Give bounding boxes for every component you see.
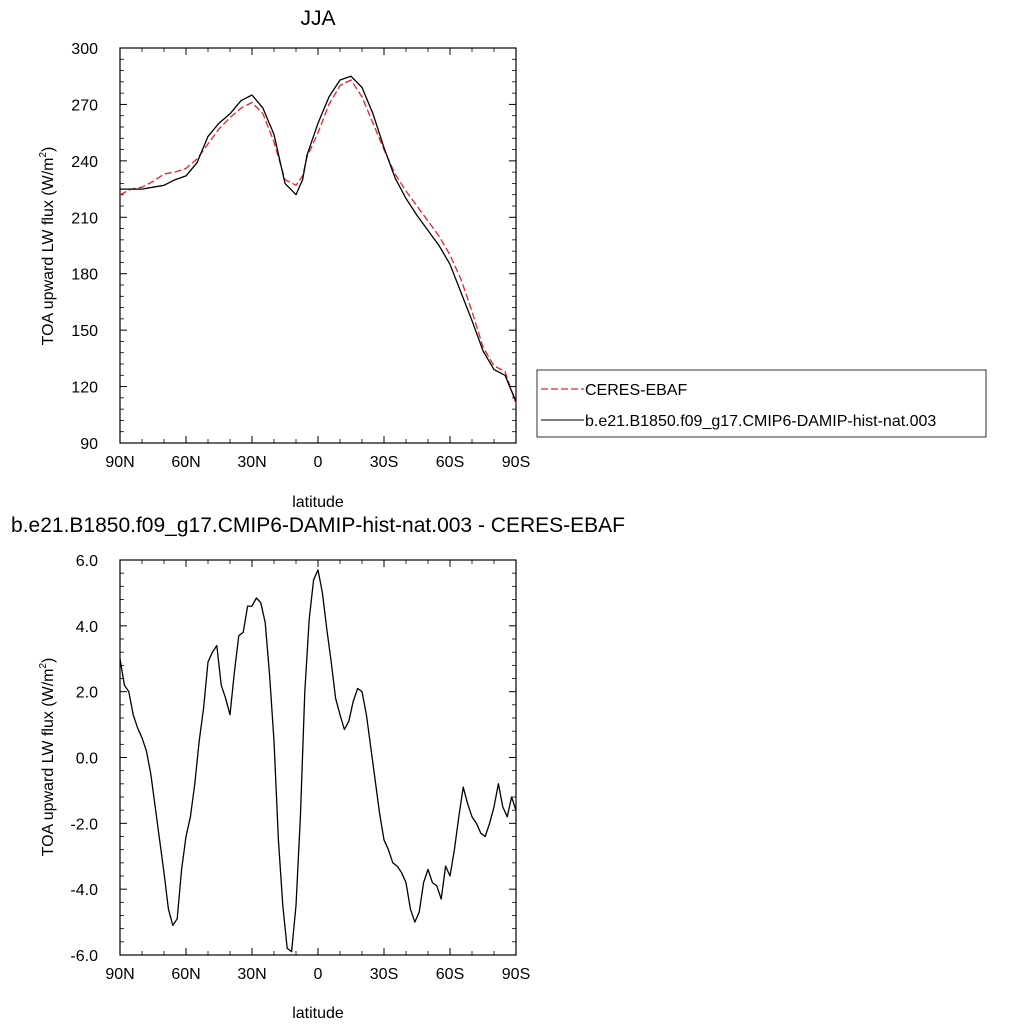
bottom-y-tick-label: -6.0 [70, 948, 98, 965]
bottom-chart-y-axis-label: TOA upward LW flux (W/m2) [38, 658, 57, 857]
top-series-line-0 [119, 79, 517, 404]
bottom-y-tick-label: 4.0 [76, 619, 98, 636]
bottom-chart-title: b.e21.B1850.f09_g17.CMIP6-DAMIP-hist-nat… [11, 514, 625, 537]
bottom-x-tick-label: 90S [502, 966, 530, 983]
top-x-tick-label: 60N [171, 454, 200, 471]
legend-entry-model: b.e21.B1850.f09_g17.CMIP6-DAMIP-hist-nat… [541, 413, 936, 430]
bottom-chart-panel: b.e21.B1850.f09_g17.CMIP6-DAMIP-hist-nat… [11, 514, 625, 1022]
bottom-y-tick-label: -4.0 [70, 882, 98, 899]
top-chart-legend: CERES-EBAF b.e21.B1850.f09_g17.CMIP6-DAM… [536, 369, 987, 438]
top-x-tick-label: 90S [502, 454, 530, 471]
top-x-tick-label: 0 [314, 454, 323, 471]
bottom-x-tick-label: 30N [237, 966, 266, 983]
bottom-x-tick-label: 60S [436, 966, 464, 983]
top-x-tick-label: 60S [436, 454, 464, 471]
bottom-x-tick-label: 0 [314, 966, 323, 983]
legend-label-ceres-ebaf: CERES-EBAF [585, 382, 687, 399]
top-y-tick-label: 210 [71, 210, 98, 227]
legend-label-model: b.e21.B1850.f09_g17.CMIP6-DAMIP-hist-nat… [585, 413, 936, 430]
top-chart-title: JJA [300, 7, 335, 30]
top-y-tick-label: 90 [80, 436, 98, 453]
top-chart-x-axis-label: latitude [292, 494, 344, 511]
bottom-x-tick-label: 60N [171, 966, 200, 983]
bottom-y-tick-label: 6.0 [76, 553, 98, 570]
top-y-tick-label: 120 [71, 380, 98, 397]
bottom-y-tick-label: 2.0 [76, 685, 98, 702]
top-chart-series [119, 75, 517, 404]
top-y-tick-label: 270 [71, 97, 98, 114]
bottom-series-line-0 [119, 569, 517, 953]
top-chart-y-axis-label: TOA upward LW flux (W/m2) [38, 147, 57, 346]
top-series-line-1 [120, 75, 517, 402]
top-x-tick-label: 30S [370, 454, 398, 471]
bottom-chart-x-axis-label: latitude [292, 1005, 344, 1022]
bottom-y-tick-label: -2.0 [70, 816, 98, 833]
top-y-tick-label: 300 [71, 41, 98, 58]
bottom-x-tick-label: 90N [105, 966, 134, 983]
top-x-tick-label: 30N [237, 454, 266, 471]
bottom-x-tick-label: 30S [370, 966, 398, 983]
top-chart-panel: JJA 90N 60N 30N 0 30S 60S 90S 90 120 150 180 210 240… [38, 7, 987, 511]
top-y-tick-label: 180 [71, 267, 98, 284]
legend-entry-ceres-ebaf: CERES-EBAF [541, 382, 687, 399]
top-y-tick-label: 150 [71, 323, 98, 340]
top-x-tick-label: 90N [105, 454, 134, 471]
bottom-chart-series [119, 569, 517, 953]
legend-box [536, 369, 987, 438]
bottom-y-tick-label: 0.0 [76, 751, 98, 768]
top-chart-ticks: 90N 60N 30N 0 30S 60S 90S 90 120 150 180 210 240 270 3… [71, 41, 530, 471]
top-y-tick-label: 240 [71, 154, 98, 171]
bottom-chart-ticks: 90N 60N 30N 0 30S 60S 90S -6.0 -4.0 -2.0 0.0 2.0 4.0… [70, 553, 530, 983]
